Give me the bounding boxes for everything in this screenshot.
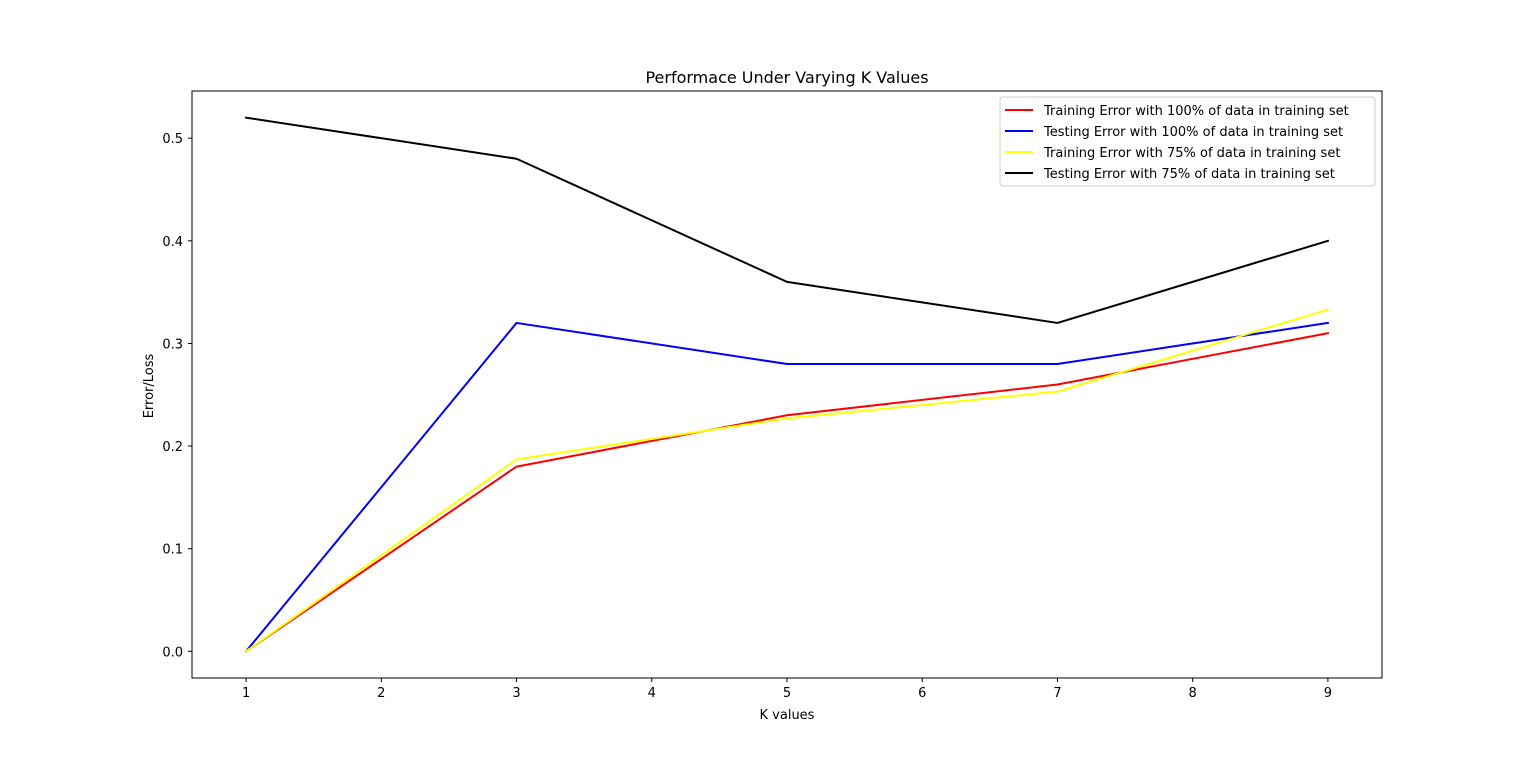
x-tick-label: 9 [1324, 686, 1332, 701]
x-tick-label: 7 [1053, 686, 1061, 701]
legend-label-2: Testing Error with 100% of data in train… [1043, 125, 1343, 140]
chart-title: Performace Under Varying K Values [645, 68, 928, 87]
y-tick-label: 0.0 [162, 645, 183, 660]
axes-frame [191, 90, 1383, 679]
y-tick-label: 0.4 [162, 235, 183, 250]
y-tick-label: 0.1 [162, 543, 183, 558]
x-tick-label: 6 [918, 686, 926, 701]
legend-label-1: Training Error with 100% of data in trai… [1043, 104, 1349, 119]
x-tick-label: 1 [242, 686, 250, 701]
y-tick-label: 0.5 [162, 132, 183, 147]
series-line-2 [244, 321, 1330, 653]
legend-box [999, 96, 1376, 187]
x-tick-label: 8 [1189, 686, 1197, 701]
plot-area: 1 2 3 4 5 6 7 8 9 0.0 0.1 0.2 0.3 0.4 0.5 [162, 90, 1383, 701]
y-tick-label: 0.3 [162, 337, 183, 352]
x-tick-label: 5 [783, 686, 791, 701]
y-tick-label: 0.2 [162, 440, 183, 455]
x-axis-label: K values [760, 708, 815, 723]
legend: Training Error with 100% of data in trai… [999, 96, 1376, 187]
series-line-4 [244, 116, 1330, 324]
x-tick-label: 4 [648, 686, 656, 701]
legend-label-4: Testing Error with 75% of data in traini… [1043, 167, 1335, 182]
y-axis-label: Error/Loss [142, 353, 157, 418]
x-tick-label: 3 [512, 686, 520, 701]
x-tick-label: 2 [377, 686, 385, 701]
series-line-3 [244, 308, 1330, 653]
series-line-1 [244, 332, 1330, 653]
legend-label-3: Training Error with 75% of data in train… [1043, 146, 1340, 161]
